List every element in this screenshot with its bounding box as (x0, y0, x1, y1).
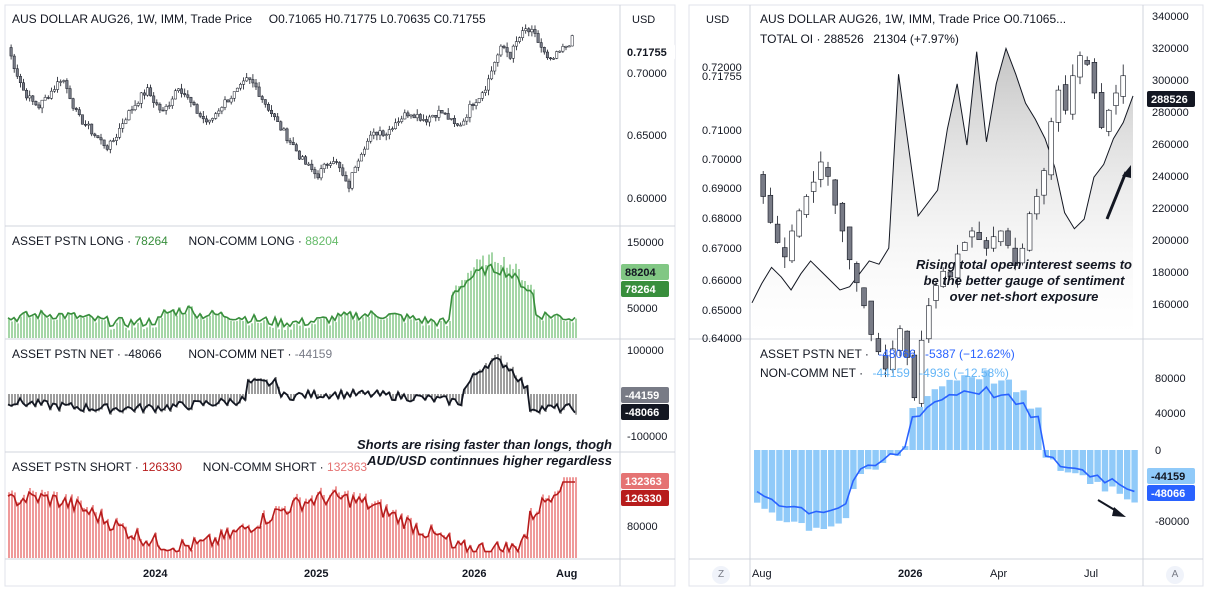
left-short-value: 126330 (142, 460, 182, 474)
left-long-title: ASSET PSTN LONG (12, 234, 124, 248)
left-long-value: 78264 (134, 234, 167, 248)
zoom-z-button[interactable]: Z (712, 566, 730, 584)
left-net-title: ASSET PSTN NET (12, 347, 114, 361)
left-noncomm-net-title: NON-COMM NET (188, 347, 284, 361)
left-price-ohlc: O0.71065 H0.71775 L0.70635 C0.71755 (269, 12, 486, 26)
left-net-value: -48066 (124, 347, 161, 361)
left-noncomm-net-value: -44159 (295, 347, 332, 361)
left-annotation-line1: Shorts are rising faster than longs, tho… (320, 437, 612, 453)
left-price-title: AUS DOLLAR AUG26, 1W, IMM, Trade Price (12, 12, 252, 26)
left-noncomm-short-title: NON-COMM SHORT (203, 460, 317, 474)
left-annotation-line2: AUD/USD continnues higher regardless (320, 453, 612, 469)
right-currency-button[interactable]: USD (706, 14, 729, 26)
right-oi-legend: TOTAL OI · 288526 21304 (+7.97%) (760, 32, 959, 46)
right-noncomm-net-change: -4936 (−12.58%) (919, 366, 1009, 380)
right-price-legend: AUS DOLLAR AUG26, 1W, IMM, Trade Price O… (760, 12, 1066, 26)
right-price-title: AUS DOLLAR AUG26, 1W, IMM, Trade Price O… (760, 12, 1066, 26)
right-net-title: ASSET PSTN NET (760, 347, 862, 361)
right-net-value: -48066 (878, 347, 915, 361)
auto-scale-a-button[interactable]: A (1166, 566, 1184, 584)
left-annotation: Shorts are rising faster than longs, tho… (320, 437, 612, 469)
right-oi-value: 288526 (824, 32, 864, 46)
left-price-legend: AUS DOLLAR AUG26, 1W, IMM, Trade Price O… (12, 12, 486, 26)
left-currency-button[interactable]: USD (632, 14, 655, 26)
right-noncomm-net-title: NON-COMM NET (760, 366, 856, 380)
right-net-legend: ASSET PSTN NET · -48066 -5387 (−12.62%) (760, 347, 1015, 361)
right-annotation-line2: be the better gauge of sentiment (900, 273, 1148, 289)
right-annotation-line1: Rising total open interest seems to (900, 257, 1148, 273)
right-net-change: -5387 (−12.62%) (925, 347, 1015, 361)
left-long-legend: ASSET PSTN LONG · 78264 NON-COMM LONG · … (12, 234, 339, 248)
left-short-title: ASSET PSTN SHORT (12, 460, 131, 474)
right-oi-title: TOTAL OI (760, 32, 813, 46)
right-oi-change: 21304 (+7.97%) (873, 32, 959, 46)
left-noncomm-long-value: 88204 (305, 234, 338, 248)
left-noncomm-long-title: NON-COMM LONG (189, 234, 295, 248)
right-noncomm-net-value: -44159 (872, 366, 909, 380)
left-short-legend: ASSET PSTN SHORT · 126330 NON-COMM SHORT… (12, 460, 367, 474)
right-annotation: Rising total open interest seems to be t… (900, 257, 1148, 305)
right-annotation-line3: over net-short exposure (900, 289, 1148, 305)
right-noncomm-net-legend: NON-COMM NET · -44159 -4936 (−12.58%) (760, 366, 1009, 380)
left-net-legend: ASSET PSTN NET · -48066 NON-COMM NET · -… (12, 347, 332, 361)
